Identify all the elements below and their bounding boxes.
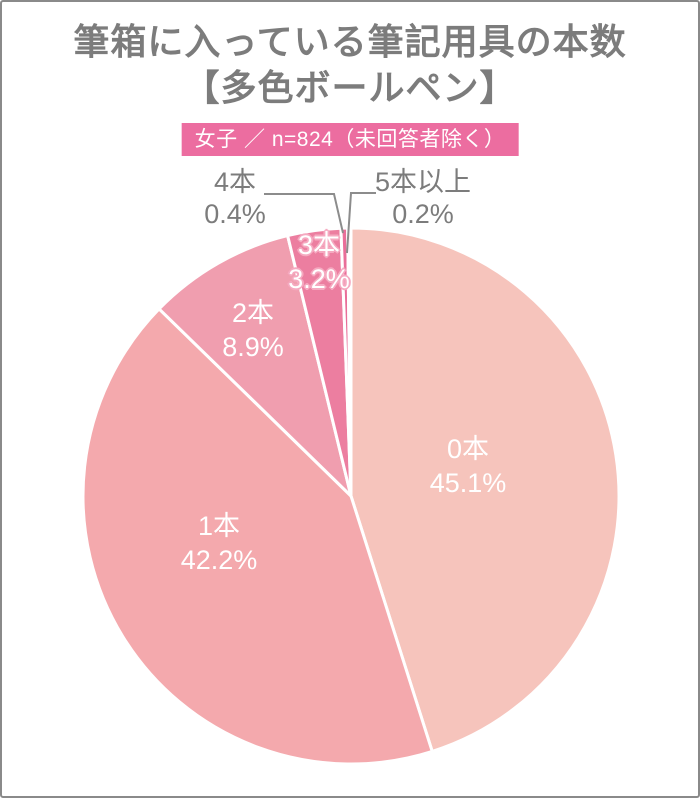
pie-slice-1本 [81,307,434,766]
leader-lines [264,192,376,254]
pie-slices [81,226,621,766]
chart-title: 筆箱に入っている筆記用具の本数 【多色ボールペン】 [2,19,698,111]
chart-title-line2: 【多色ボールペン】 [183,67,517,108]
sample-badge: 女子 ／ n=824（未回答者除く） [181,123,519,156]
chart-title-line1: 筆箱に入っている筆記用具の本数 [73,21,627,62]
pie-slice-0本 [349,226,621,753]
leader-line-4本 [264,193,344,234]
leader-line-5本以上 [346,192,376,254]
